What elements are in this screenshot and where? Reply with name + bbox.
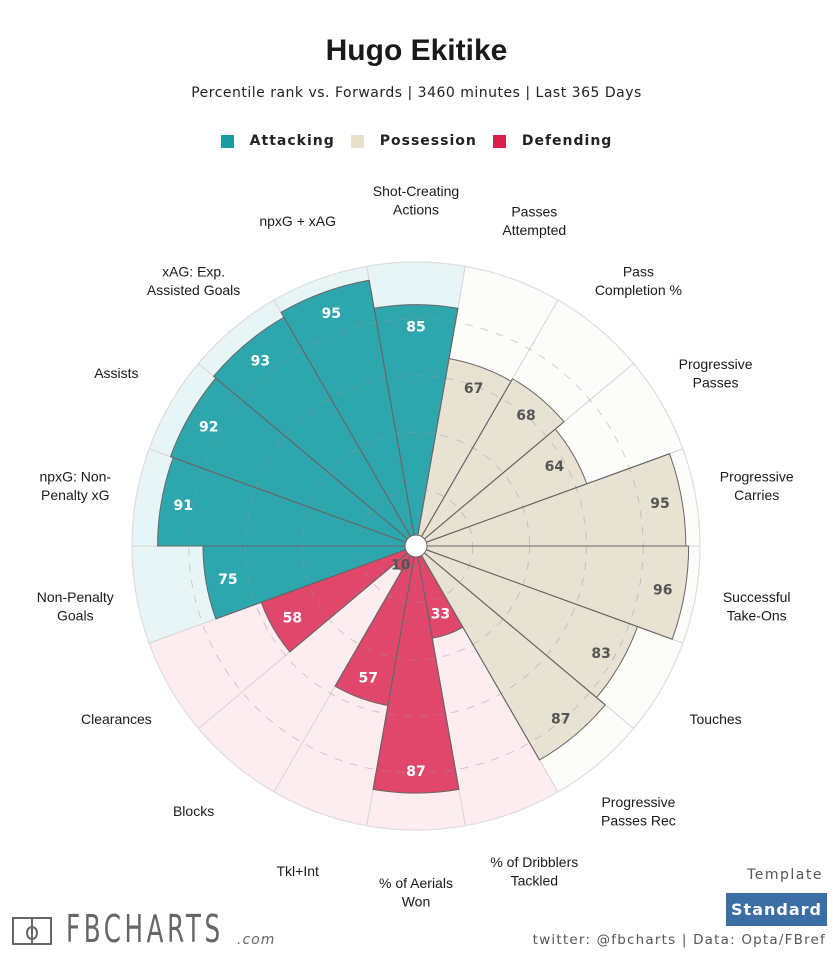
category-label: Successful Take-Ons — [723, 589, 791, 624]
category-label: Non-Penalty Goals — [37, 589, 114, 624]
outer-ring — [131, 261, 701, 831]
value-label: 33 — [431, 606, 450, 622]
value-label: 95 — [321, 306, 340, 322]
legend-label-defending: Defending — [521, 133, 613, 149]
value-bars — [157, 279, 690, 794]
sector-separator — [415, 545, 606, 706]
pitch-icon — [12, 917, 52, 945]
category-label: Progressive Passes Rec — [601, 794, 676, 829]
value-label: 87 — [551, 711, 570, 727]
sector-separator — [170, 456, 417, 547]
category-label: % of Aerials Won — [379, 875, 453, 910]
legend-item-attacking: Attacking — [220, 133, 335, 149]
sector-separator — [415, 378, 513, 547]
sector-separator — [215, 545, 417, 620]
chart-title: Hugo Ekitike — [325, 34, 508, 67]
logo-text: FBCHARTS — [66, 907, 224, 951]
chart-subtitle: Percentile rank vs. Forwards | 3460 minu… — [191, 85, 642, 101]
category-label: Blocks — [173, 803, 214, 819]
value-label: 95 — [650, 496, 669, 512]
category-label: Progressive Carries — [720, 469, 794, 504]
value-label: 10 — [391, 557, 411, 573]
center-dot — [404, 534, 428, 558]
value-label: 93 — [251, 354, 270, 370]
legend-item-defending: Defending — [492, 133, 613, 149]
logo-suffix: .com — [237, 932, 276, 948]
category-label: Tkl+Int — [276, 863, 319, 879]
value-label: 92 — [199, 419, 218, 435]
value-label: 85 — [406, 320, 425, 336]
legend: Attacking Possession Defending — [0, 133, 833, 149]
value-labels: 85 67 68 64 95 96 83 87 33 87 57 10 58 75 91 92 93 95 — [173, 306, 672, 780]
template-standard-button[interactable]: Standard — [726, 893, 827, 926]
legend-swatch-attacking — [220, 134, 234, 148]
category-labels: Shot-Creating Actions Passes Attempted Pass C… — [37, 183, 794, 910]
value-label: 64 — [545, 459, 565, 475]
sector-separator — [415, 421, 565, 547]
category-label: npxG + xAG — [259, 213, 336, 229]
category-label: Passes Attempted — [502, 204, 566, 239]
value-label: 96 — [653, 583, 672, 599]
sector-separators — [157, 280, 689, 790]
category-label: Clearances — [81, 711, 152, 727]
sector-separator — [415, 545, 673, 640]
legend-item-possession: Possession — [350, 133, 477, 149]
sector-separator — [289, 545, 417, 653]
value-label: 67 — [464, 381, 483, 397]
sector-separator — [280, 312, 417, 547]
value-label: 57 — [358, 670, 377, 686]
category-label: Pass Completion % — [595, 264, 682, 299]
legend-label-possession: Possession — [379, 133, 477, 149]
category-label: Shot-Creating Actions — [373, 183, 459, 218]
category-label: npxG: Non-Penalty xG — [40, 469, 112, 504]
category-label: xAG: Exp. Assisted Goals — [147, 264, 240, 299]
category-label: Touches — [690, 711, 742, 727]
category-label: % of Dribblers Tackled — [490, 854, 578, 889]
sector-separator — [334, 545, 417, 687]
sector-separator — [372, 545, 417, 790]
sector-separator — [415, 545, 540, 761]
legend-swatch-defending — [492, 134, 506, 148]
sector-separator — [368, 280, 417, 547]
category-label: Progressive Passes — [679, 356, 753, 391]
template-label: Template — [747, 867, 823, 883]
credits: twitter: @fbcharts | Data: Opta/FBref — [532, 932, 826, 948]
value-label: 87 — [406, 764, 425, 780]
sector-separator — [213, 375, 417, 547]
sector-separator — [415, 308, 459, 547]
sector-separator — [415, 453, 670, 547]
value-label: 75 — [218, 572, 237, 588]
sector-separator — [415, 545, 460, 790]
legend-swatch-possession — [350, 134, 364, 148]
category-label: Assists — [94, 365, 138, 381]
fbcharts-logo: FBCHARTS .com — [12, 910, 285, 948]
value-label: 68 — [516, 408, 535, 424]
legend-label-attacking: Attacking — [249, 133, 335, 149]
value-label: 83 — [591, 646, 610, 662]
value-label: 91 — [173, 498, 192, 514]
value-label: 58 — [283, 610, 302, 626]
